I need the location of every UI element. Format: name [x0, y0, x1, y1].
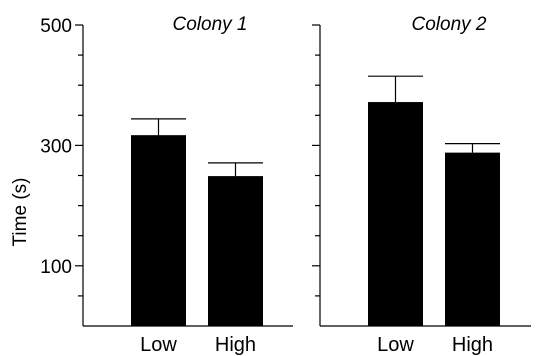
- y-tick-label-500: 500: [40, 16, 72, 37]
- bar-high-colony-1: [208, 176, 263, 326]
- bar-low-colony-2: [368, 102, 423, 326]
- category-label-high-colony-1: High: [215, 334, 256, 356]
- panel-title-colony-1: Colony 1: [173, 14, 248, 35]
- category-label-low-colony-2: Low: [377, 334, 414, 356]
- y-tick-label-100: 100: [40, 257, 72, 278]
- category-label-high-colony-2: High: [452, 334, 493, 356]
- panel-title-colony-2: Colony 2: [412, 14, 487, 35]
- bar-low-colony-1: [131, 135, 186, 326]
- y-axis: 500 300 100: [40, 16, 72, 278]
- bar-high-colony-2: [445, 152, 500, 326]
- y-axis-title: Time (s): [10, 178, 31, 247]
- panel-colony-2: Colony 2 Low High: [312, 14, 531, 356]
- category-label-low-colony-1: Low: [140, 334, 177, 356]
- panel-colony-1: Colony 1 Low High: [75, 14, 293, 356]
- y-tick-label-300: 300: [40, 136, 72, 157]
